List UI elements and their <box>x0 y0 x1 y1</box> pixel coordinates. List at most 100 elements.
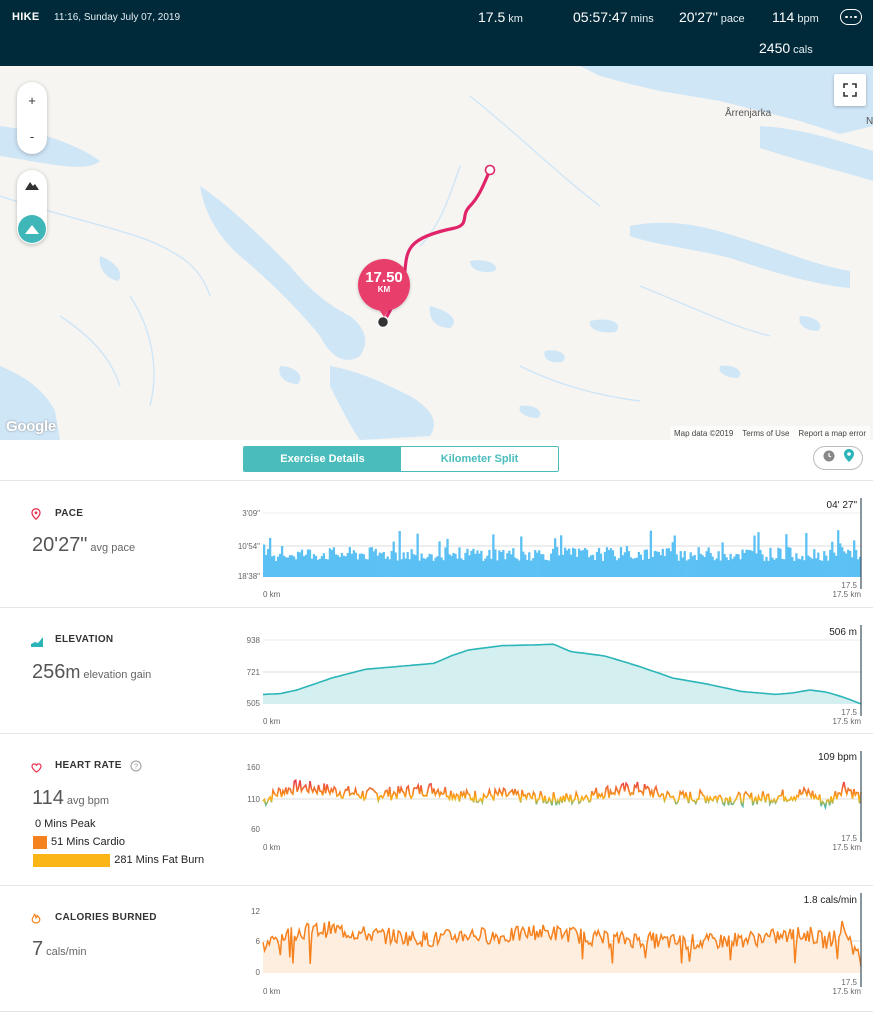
location-pin-icon[interactable] <box>843 449 854 467</box>
pace-bar <box>593 560 597 577</box>
clock-icon[interactable] <box>823 449 835 467</box>
pace-bar <box>414 555 417 577</box>
pace-bar <box>819 560 822 577</box>
pace-bar <box>575 556 579 577</box>
pace-bar <box>563 547 567 577</box>
pace-bar <box>781 558 784 577</box>
pace-bar <box>703 557 706 577</box>
pace-bar <box>318 558 322 577</box>
pace-bar <box>512 548 515 577</box>
avg-pace-value: 20'27" avg pace <box>32 534 136 556</box>
avg-heart-rate-value: 114 avg bpm <box>32 787 110 809</box>
pace-bar <box>751 551 754 577</box>
pace-bar <box>713 560 716 577</box>
zoom-out-button[interactable]: - <box>17 118 47 154</box>
pace-bar <box>709 553 712 577</box>
pace-bar <box>731 558 734 577</box>
pace-bar <box>803 560 806 577</box>
more-options-icon[interactable] <box>840 9 862 25</box>
pace-bar <box>595 551 599 577</box>
terms-link[interactable]: Terms of Use <box>742 428 790 438</box>
pace-bar <box>498 550 501 577</box>
pace-bar <box>673 535 676 577</box>
pace-bar <box>462 560 465 577</box>
pace-bar <box>280 546 284 577</box>
distance-marker: 17.50 KM <box>358 259 410 317</box>
pace-bar <box>344 556 348 577</box>
pace-bar <box>436 556 439 577</box>
pace-bar <box>484 558 487 577</box>
map-place-label: Årrenjarka <box>725 108 772 119</box>
pace-bar <box>464 552 467 577</box>
pace-bar <box>324 559 328 577</box>
pace-chart[interactable]: 3'09" 10'54" 18'38" 04' 27" 17.5 0 km 17… <box>230 493 870 603</box>
pace-bar <box>444 547 447 577</box>
pace-bar <box>458 547 461 577</box>
pace-bar <box>745 549 748 577</box>
pace-bar <box>300 549 304 577</box>
pace-bar <box>789 547 792 577</box>
pace-bar <box>737 554 740 577</box>
hr-ytick-0: 160 <box>247 763 261 772</box>
pace-bar <box>811 558 814 577</box>
pace-bar <box>358 553 361 577</box>
pace-bar <box>332 547 336 577</box>
pace-bar <box>510 554 513 577</box>
pace-bar <box>793 560 796 577</box>
pace-bar <box>402 552 405 577</box>
hr-cursor-label: 17.5 <box>841 834 857 843</box>
pace-bar <box>685 560 688 577</box>
pace-bar <box>647 558 650 577</box>
svg-text:?: ? <box>134 762 138 771</box>
pace-bar <box>342 555 346 577</box>
route-map[interactable]: + - Årrenjarka N 17.50 KM Google Map dat… <box>0 66 873 440</box>
pace-bar <box>492 534 495 577</box>
pace-bar <box>643 549 647 577</box>
tab-kilometer-split[interactable]: Kilometer Split <box>401 447 558 471</box>
pace-bar <box>326 559 330 577</box>
zoom-in-button[interactable]: + <box>17 82 47 118</box>
pace-bar <box>296 551 300 577</box>
pace-bar <box>544 559 547 577</box>
pace-bar <box>799 559 802 577</box>
pace-bar <box>514 557 517 577</box>
terrain-icon[interactable] <box>24 178 40 196</box>
report-map-error-link[interactable]: Report a map error <box>798 428 866 438</box>
satellite-mountain-icon[interactable] <box>18 215 46 243</box>
pace-bar <box>282 555 286 577</box>
pace-bar <box>589 555 593 577</box>
pace-bar <box>791 557 794 577</box>
view-toggle[interactable] <box>813 446 863 470</box>
pace-bar <box>490 558 493 577</box>
calories-chart[interactable]: 12 6 0 1.8 cals/min 17.5 0 km 17.5 km <box>230 890 870 1008</box>
pace-bar <box>398 531 401 577</box>
pace-bar <box>683 551 686 577</box>
pace-bar <box>522 551 525 577</box>
pace-bar <box>773 559 776 577</box>
duration-stat: 05:57:47 mins <box>573 9 654 25</box>
cal-ytick-1: 6 <box>256 937 261 946</box>
pace-bar <box>587 557 591 577</box>
pace-bar <box>607 550 611 577</box>
tab-exercise-details[interactable]: Exercise Details <box>244 447 401 471</box>
pace-bar <box>723 554 726 577</box>
zone-cardio: 51 Mins Cardio <box>33 833 204 851</box>
pace-bar <box>627 551 631 577</box>
pace-bar <box>833 552 836 577</box>
pace-bar <box>532 558 535 577</box>
pace-bar <box>338 557 342 577</box>
fullscreen-icon[interactable] <box>834 74 866 106</box>
pace-bar <box>502 550 505 577</box>
pace-bar <box>825 555 828 577</box>
pace-bar <box>727 560 730 577</box>
pace-bar <box>534 550 537 577</box>
pace-bars <box>263 530 862 577</box>
help-icon[interactable]: ? <box>130 759 142 777</box>
pace-bar <box>689 552 692 577</box>
elev-x-start: 0 km <box>263 717 281 726</box>
distance-stat: 17.5 km <box>478 9 523 25</box>
pace-bar <box>328 548 332 577</box>
pace-stat: 20'27" pace <box>679 9 745 25</box>
heart-rate-chart[interactable]: 160 110 60 109 bpm 17.5 0 km 17.5 km <box>230 746 870 856</box>
elevation-chart[interactable]: 938 721 505 506 m 17.5 0 km 17.5 km <box>230 620 870 730</box>
